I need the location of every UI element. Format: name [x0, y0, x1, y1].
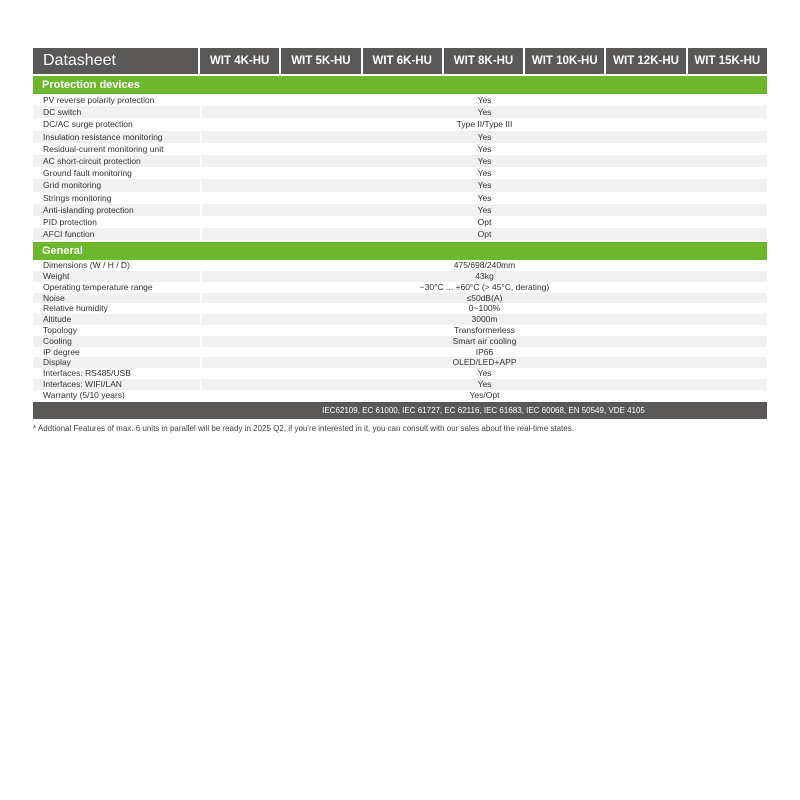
row-label: PV reverse polarity protection — [43, 95, 155, 105]
row-value: Yes/Opt — [200, 389, 767, 401]
row-label: Warranty (5/10 years) — [43, 389, 125, 400]
table-row: Dimensions (W / H / D) 475/698/240mm — [33, 260, 767, 272]
table-row: Display OLED/LED+APP — [33, 357, 767, 369]
table-row: AC short-circuit protection Yes — [33, 154, 767, 168]
row-label: Altitude — [43, 314, 72, 325]
table-header: Datasheet WIT 4K-HU WIT 5K-HU WIT 6K-HU … — [33, 48, 767, 74]
table-row: AFCI function Opt — [33, 228, 767, 241]
datasheet-table: Datasheet WIT 4K-HU WIT 5K-HU WIT 6K-HU … — [33, 48, 767, 419]
table-row: Ground fault monitoring Yes — [33, 167, 767, 180]
row-label: Grid monitoring — [43, 180, 102, 191]
row-label: Display — [43, 357, 71, 368]
table-row: IP degree IP66 — [33, 346, 767, 358]
certifications-row: IEC62109, EC 61000, IEC 61727, EC 62116,… — [33, 401, 767, 419]
row-value: −30°C ... +60°C (> 45°C, derating) — [200, 281, 767, 293]
row-label: Insulation resistance monitoring — [43, 131, 163, 142]
row-label: Residual-current monitoring unit — [43, 143, 164, 154]
row-value: 0~100% — [200, 303, 767, 315]
row-value: Yes — [200, 379, 767, 390]
row-value: Yes — [200, 167, 767, 180]
model-header: WIT 8K-HU — [443, 48, 524, 74]
row-value: Yes — [200, 179, 767, 192]
row-value: Yes — [200, 106, 767, 119]
table-row: Weight 43kg — [33, 271, 767, 282]
row-label: AC short-circuit protection — [43, 155, 141, 166]
table-row: PV reverse polarity protection Yes — [33, 94, 767, 107]
row-value: ≤50dB(A) — [200, 292, 767, 304]
row-label: Strings monitoring — [43, 192, 112, 203]
row-value: Opt — [200, 215, 767, 229]
row-label: Weight — [43, 271, 70, 282]
table-row: Interfaces: RS485/USB Yes — [33, 368, 767, 380]
row-label: Ground fault monitoring — [43, 168, 132, 179]
row-label: Interfaces: WIFI/LAN — [43, 379, 122, 390]
table-row: Operating temperature range −30°C ... +60… — [33, 281, 767, 293]
row-value: Yes — [200, 94, 767, 107]
row-value: 475/698/240mm — [200, 260, 767, 272]
model-header: WIT 10K-HU — [525, 48, 605, 74]
table-row: Relative humidity 0~100% — [33, 303, 767, 315]
footnote: * Addtional Features of max. 6 units in … — [33, 424, 574, 433]
row-label: PID protection — [43, 216, 97, 227]
row-value: Transformerless — [200, 325, 767, 336]
row-value: Yes — [200, 142, 767, 155]
row-value: IP66 — [200, 346, 767, 358]
table-row: Noise ≤50dB(A) — [33, 292, 767, 304]
row-label: DC/AC surge protection — [43, 119, 133, 130]
model-header: WIT 12K-HU — [606, 48, 686, 74]
row-value: Yes — [200, 368, 767, 380]
model-header: WIT 4K-HU — [200, 48, 280, 74]
row-label: Dimensions (W / H / D) — [43, 260, 130, 271]
table-row: Altitude 3000m — [33, 314, 767, 326]
row-value: 3000m — [200, 314, 767, 326]
section-protection-devices: Protection devices — [33, 76, 767, 94]
protection-rows: PV reverse polarity protection Yes DC swit… — [33, 94, 767, 241]
table-row: DC switch Yes — [33, 106, 767, 119]
row-value: Yes — [200, 203, 767, 216]
table-row: PID protection Opt — [33, 215, 767, 229]
row-label: Cooling — [43, 335, 72, 346]
table-row: Strings monitoring Yes — [33, 191, 767, 204]
model-header: WIT 5K-HU — [281, 48, 361, 74]
row-value: 43kg — [200, 271, 767, 282]
row-label: DC switch — [43, 107, 82, 118]
row-label: Operating temperature range — [43, 281, 153, 292]
table-row: DC/AC surge protection Type II/Type III — [33, 118, 767, 131]
model-header: WIT 6K-HU — [362, 48, 442, 74]
section-general: General — [33, 242, 767, 261]
row-label: Noise — [43, 292, 65, 303]
table-row: Warranty (5/10 years) Yes/Opt — [33, 389, 767, 401]
certifications: IEC62109, EC 61000, IEC 61727, EC 62116,… — [322, 405, 645, 415]
row-label: AFCI function — [43, 229, 95, 240]
row-value: Type II/Type III — [200, 118, 767, 131]
table-row: Topology Transformerless — [33, 325, 767, 336]
table-title: Datasheet — [33, 48, 198, 74]
table-row: Insulation resistance monitoring Yes — [33, 130, 767, 143]
model-header: WIT 15K-HU — [687, 48, 767, 74]
table-row: Anti-islanding protection Yes — [33, 203, 767, 216]
row-label: IP degree — [43, 346, 80, 357]
row-value: Yes — [200, 130, 767, 143]
table-row: Residual-current monitoring unit Yes — [33, 142, 767, 155]
row-label: Topology — [43, 325, 78, 336]
row-value: Opt — [200, 228, 767, 241]
row-value: Yes — [200, 191, 767, 204]
row-label: Anti-islanding protection — [43, 204, 134, 215]
row-value: Yes — [200, 154, 767, 168]
table-row: Interfaces: WIFI/LAN Yes — [33, 379, 767, 390]
row-value: Smart air cooling — [200, 335, 767, 347]
row-label: Relative humidity — [43, 303, 108, 314]
row-label: Interfaces: RS485/USB — [43, 368, 131, 379]
table-row: Grid monitoring Yes — [33, 179, 767, 192]
row-value: OLED/LED+APP — [200, 357, 767, 369]
table-row: Cooling Smart air cooling — [33, 335, 767, 347]
general-rows: Dimensions (W / H / D) 475/698/240mm Weigh… — [33, 260, 767, 401]
